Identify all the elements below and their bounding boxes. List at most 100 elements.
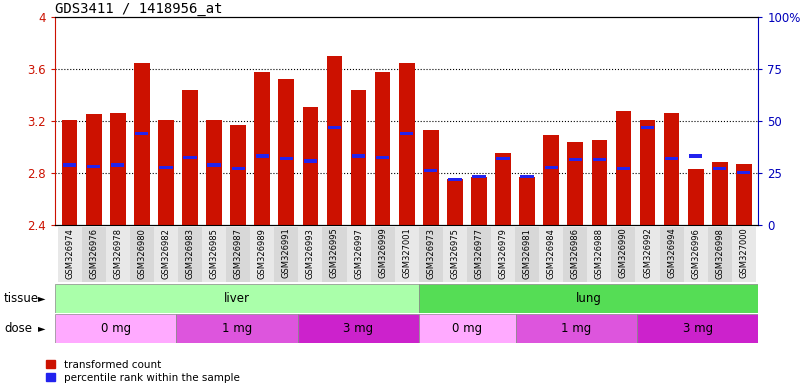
Bar bbox=[515, 227, 539, 282]
Bar bbox=[423, 130, 439, 225]
Text: GSM326996: GSM326996 bbox=[691, 228, 700, 278]
Bar bbox=[304, 159, 317, 163]
Bar bbox=[424, 169, 437, 172]
Bar bbox=[298, 227, 323, 282]
Bar bbox=[178, 227, 202, 282]
Bar bbox=[110, 113, 126, 225]
Bar bbox=[230, 125, 246, 225]
Text: 3 mg: 3 mg bbox=[683, 322, 713, 334]
Bar bbox=[278, 79, 294, 225]
Bar bbox=[105, 227, 130, 282]
Bar bbox=[182, 90, 198, 225]
Text: GSM326974: GSM326974 bbox=[65, 228, 74, 278]
Bar bbox=[418, 227, 443, 282]
Bar bbox=[591, 141, 607, 225]
Bar bbox=[616, 111, 631, 225]
Text: GSM326981: GSM326981 bbox=[522, 228, 532, 278]
Bar bbox=[231, 167, 245, 170]
Text: GSM326979: GSM326979 bbox=[499, 228, 508, 278]
Text: GDS3411 / 1418956_at: GDS3411 / 1418956_at bbox=[55, 2, 223, 16]
Bar bbox=[86, 114, 101, 225]
Bar bbox=[611, 227, 636, 282]
Bar bbox=[471, 177, 487, 225]
Text: tissue: tissue bbox=[4, 292, 39, 305]
FancyBboxPatch shape bbox=[418, 284, 758, 313]
Bar bbox=[400, 132, 414, 136]
Bar bbox=[87, 165, 101, 168]
Text: GSM326982: GSM326982 bbox=[161, 228, 170, 278]
Bar bbox=[159, 166, 173, 169]
Text: GSM326973: GSM326973 bbox=[427, 228, 436, 279]
Bar bbox=[519, 177, 535, 225]
Text: GSM326980: GSM326980 bbox=[137, 228, 146, 278]
Bar bbox=[569, 158, 582, 161]
FancyBboxPatch shape bbox=[418, 314, 516, 343]
Bar bbox=[303, 107, 318, 225]
Text: GSM326987: GSM326987 bbox=[234, 228, 242, 279]
Bar bbox=[375, 72, 390, 225]
Bar bbox=[496, 157, 509, 160]
Text: GSM326989: GSM326989 bbox=[258, 228, 267, 278]
Bar bbox=[736, 164, 752, 225]
Bar bbox=[543, 135, 559, 225]
Bar bbox=[350, 90, 367, 225]
Text: GSM326991: GSM326991 bbox=[281, 228, 291, 278]
Bar bbox=[399, 63, 414, 225]
Bar bbox=[663, 113, 680, 225]
Bar bbox=[202, 227, 226, 282]
Text: ►: ► bbox=[38, 293, 46, 304]
Bar bbox=[443, 227, 467, 282]
Bar bbox=[323, 227, 346, 282]
Bar bbox=[251, 227, 274, 282]
Bar bbox=[665, 157, 678, 160]
Bar bbox=[63, 163, 76, 167]
Bar bbox=[280, 157, 293, 160]
Text: GSM326984: GSM326984 bbox=[547, 228, 556, 278]
Bar bbox=[732, 227, 756, 282]
Bar bbox=[183, 156, 196, 159]
Bar bbox=[130, 227, 154, 282]
Bar bbox=[467, 227, 491, 282]
Bar bbox=[539, 227, 563, 282]
Bar bbox=[274, 227, 298, 282]
Text: GSM326986: GSM326986 bbox=[571, 228, 580, 279]
Bar bbox=[713, 167, 727, 170]
Text: GSM326999: GSM326999 bbox=[378, 228, 387, 278]
Text: GSM326993: GSM326993 bbox=[306, 228, 315, 278]
Bar bbox=[568, 142, 583, 225]
Text: GSM326994: GSM326994 bbox=[667, 228, 676, 278]
Bar bbox=[491, 227, 515, 282]
Text: GSM326983: GSM326983 bbox=[186, 228, 195, 279]
Bar bbox=[448, 177, 461, 181]
Text: ►: ► bbox=[38, 323, 46, 333]
Bar bbox=[521, 175, 534, 178]
Text: GSM326985: GSM326985 bbox=[209, 228, 219, 278]
Bar bbox=[226, 227, 251, 282]
Bar bbox=[58, 227, 82, 282]
Bar bbox=[737, 171, 750, 174]
Text: 0 mg: 0 mg bbox=[453, 322, 483, 334]
Bar bbox=[376, 156, 389, 159]
Bar bbox=[587, 227, 611, 282]
Text: GSM326995: GSM326995 bbox=[330, 228, 339, 278]
Text: lung: lung bbox=[576, 292, 602, 305]
FancyBboxPatch shape bbox=[55, 314, 176, 343]
Bar bbox=[689, 154, 702, 157]
FancyBboxPatch shape bbox=[516, 314, 637, 343]
Text: GSM327000: GSM327000 bbox=[740, 228, 749, 278]
Bar bbox=[708, 227, 732, 282]
Text: GSM326988: GSM326988 bbox=[594, 228, 604, 279]
Legend: transformed count, percentile rank within the sample: transformed count, percentile rank withi… bbox=[41, 356, 243, 384]
Text: 1 mg: 1 mg bbox=[222, 322, 252, 334]
Text: GSM326998: GSM326998 bbox=[715, 228, 724, 278]
Text: GSM326975: GSM326975 bbox=[450, 228, 459, 278]
Bar bbox=[617, 167, 630, 170]
Bar bbox=[255, 154, 269, 157]
Bar bbox=[636, 227, 659, 282]
Bar bbox=[328, 126, 341, 129]
Bar bbox=[158, 120, 174, 225]
Bar bbox=[593, 158, 606, 161]
Text: liver: liver bbox=[224, 292, 250, 305]
Bar bbox=[208, 163, 221, 167]
Bar bbox=[352, 154, 365, 157]
